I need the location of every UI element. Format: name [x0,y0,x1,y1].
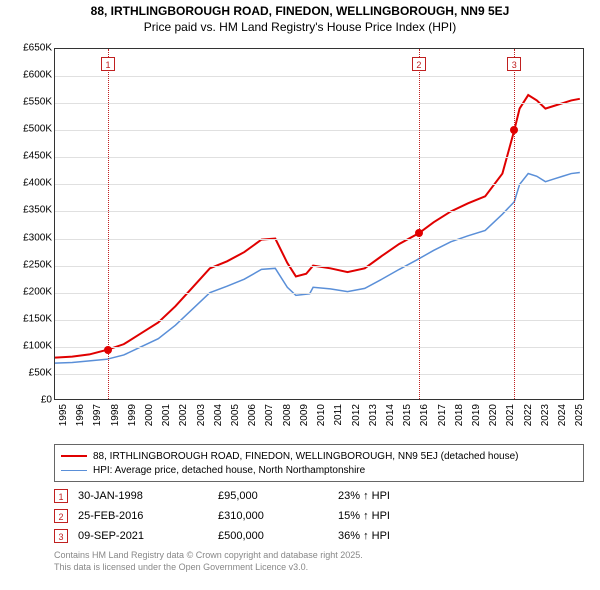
event-pct-vs-hpi: 15% ↑ HPI [338,510,584,522]
event-date: 09-SEP-2021 [78,530,208,542]
x-axis-tick-label: 2019 [471,404,482,440]
gridline [55,293,583,294]
event-badge: 2 [54,509,68,523]
x-axis-tick-label: 2001 [161,404,172,440]
x-axis-tick-label: 2010 [316,404,327,440]
x-axis-tick-label: 2023 [540,404,551,440]
event-date: 25-FEB-2016 [78,510,208,522]
chart-title: 88, IRTHLINGBOROUGH ROAD, FINEDON, WELLI… [0,0,600,35]
title-line-1: 88, IRTHLINGBOROUGH ROAD, FINEDON, WELLI… [0,4,600,20]
event-row: 2 25-FEB-2016 £310,000 15% ↑ HPI [54,506,584,526]
x-axis-tick-label: 2009 [299,404,310,440]
event-data-point [415,229,423,237]
legend-label: HPI: Average price, detached house, Nort… [93,465,365,476]
gridline [55,103,583,104]
x-axis-tick-label: 2021 [505,404,516,440]
x-axis-tick-label: 2007 [264,404,275,440]
event-badge: 1 [54,489,68,503]
y-axis-tick-label: £450K [6,151,52,162]
legend-row: HPI: Average price, detached house, Nort… [61,463,577,477]
y-axis-tick-label: £350K [6,205,52,216]
event-marker-badge: 1 [101,57,115,71]
x-axis-tick-label: 1996 [75,404,86,440]
y-axis-tick-label: £600K [6,70,52,81]
event-table: 1 30-JAN-1998 £95,000 23% ↑ HPI 2 25-FEB-2016… [54,486,584,546]
x-axis-tick-label: 2000 [144,404,155,440]
footer-line-1: Contains HM Land Registry data © Crown c… [54,550,584,562]
gridline [55,239,583,240]
chart-line-hpi [55,172,580,363]
x-axis-tick-label: 1999 [127,404,138,440]
attribution-footer: Contains HM Land Registry data © Crown c… [54,550,584,573]
event-price: £310,000 [218,510,328,522]
event-pct-vs-hpi: 36% ↑ HPI [338,530,584,542]
gridline [55,211,583,212]
legend-label: 88, IRTHLINGBOROUGH ROAD, FINEDON, WELLI… [93,451,518,462]
x-axis-tick-label: 2003 [196,404,207,440]
event-price: £500,000 [218,530,328,542]
x-axis-tick-label: 2008 [282,404,293,440]
y-axis-tick-label: £550K [6,97,52,108]
event-row: 1 30-JAN-1998 £95,000 23% ↑ HPI [54,486,584,506]
y-axis-tick-label: £0 [6,395,52,406]
x-axis-tick-label: 2005 [230,404,241,440]
y-axis-tick-label: £150K [6,313,52,324]
gridline [55,76,583,77]
event-data-point [510,126,518,134]
x-axis-tick-label: 1995 [58,404,69,440]
gridline [55,347,583,348]
x-axis-tick-label: 2025 [574,404,585,440]
x-axis-tick-label: 2006 [247,404,258,440]
event-row: 3 09-SEP-2021 £500,000 36% ↑ HPI [54,526,584,546]
x-axis-tick-label: 2016 [419,404,430,440]
event-marker-badge: 3 [507,57,521,71]
x-axis-tick-label: 2015 [402,404,413,440]
event-badge: 3 [54,529,68,543]
gridline [55,184,583,185]
event-data-point [104,346,112,354]
gridline [55,157,583,158]
y-axis-tick-label: £100K [6,340,52,351]
legend-swatch [61,470,87,471]
x-axis-tick-label: 2014 [385,404,396,440]
legend-row: 88, IRTHLINGBOROUGH ROAD, FINEDON, WELLI… [61,449,577,463]
x-axis-tick-label: 2018 [454,404,465,440]
gridline [55,320,583,321]
y-axis-tick-label: £300K [6,232,52,243]
gridline [55,374,583,375]
y-axis-tick-label: £200K [6,286,52,297]
gridline [55,266,583,267]
x-axis-tick-label: 2012 [351,404,362,440]
y-axis-tick-label: £400K [6,178,52,189]
chart-container: 88, IRTHLINGBOROUGH ROAD, FINEDON, WELLI… [0,0,600,590]
x-axis-tick-label: 1998 [110,404,121,440]
x-axis-tick-label: 2017 [437,404,448,440]
event-vertical-line [514,49,515,399]
event-date: 30-JAN-1998 [78,490,208,502]
x-axis-tick-label: 2011 [333,404,344,440]
y-axis-tick-label: £500K [6,124,52,135]
chart-line-property [55,95,580,358]
event-vertical-line [419,49,420,399]
y-axis-tick-label: £50K [6,367,52,378]
legend-swatch [61,455,87,457]
x-axis-tick-label: 2004 [213,404,224,440]
event-pct-vs-hpi: 23% ↑ HPI [338,490,584,502]
x-axis-tick-label: 2024 [557,404,568,440]
event-price: £95,000 [218,490,328,502]
y-axis-tick-label: £650K [6,43,52,54]
plot-area: 1 2 3 [54,48,584,400]
y-axis-tick-label: £250K [6,259,52,270]
x-axis-tick-label: 1997 [92,404,103,440]
event-marker-badge: 2 [412,57,426,71]
footer-line-2: This data is licensed under the Open Gov… [54,562,584,574]
x-axis-tick-label: 2022 [523,404,534,440]
x-axis-tick-label: 2013 [368,404,379,440]
x-axis-tick-label: 2002 [178,404,189,440]
gridline [55,130,583,131]
title-line-2: Price paid vs. HM Land Registry's House … [0,20,600,36]
legend: 88, IRTHLINGBOROUGH ROAD, FINEDON, WELLI… [54,444,584,482]
x-axis-tick-label: 2020 [488,404,499,440]
